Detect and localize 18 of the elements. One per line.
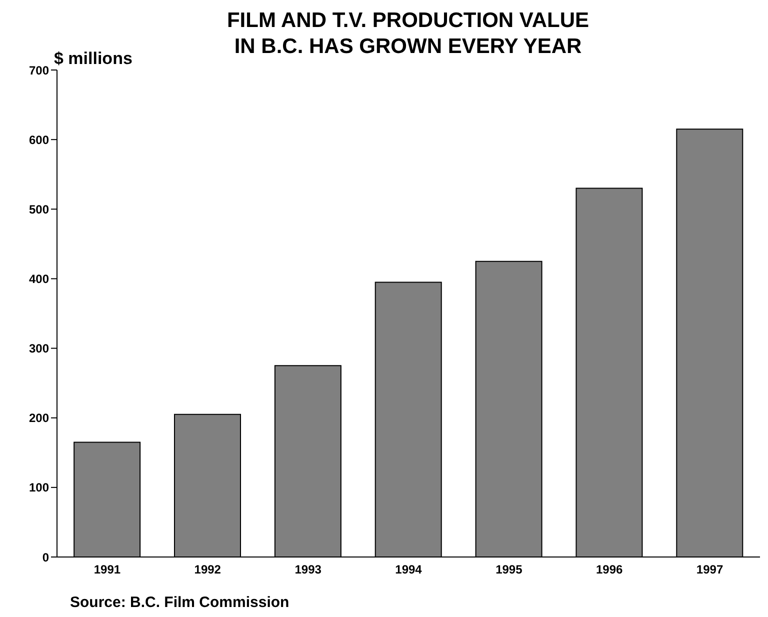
chart-title: FILM AND T.V. PRODUCTION VALUE IN B.C. HAS GROWN EVERY YEAR: [226, 8, 590, 58]
x-tick-label: 1993: [294, 562, 322, 577]
x-tick-label: 1994: [395, 562, 422, 577]
x-tick-label: 1995: [496, 562, 523, 577]
y-tick-label: 500: [28, 202, 50, 216]
x-tick-label: 1991: [94, 562, 121, 577]
x-tick-label: 1992: [194, 562, 222, 577]
y-tick-label: 200: [28, 411, 50, 426]
y-tick-label: 0: [42, 550, 50, 564]
y-tick-label: 600: [28, 132, 50, 147]
y-tick-label: 300: [28, 342, 50, 356]
x-tick-label: 1997: [696, 562, 724, 577]
y-tick-label: 400: [28, 272, 50, 286]
y-axis-title: $ millions: [54, 49, 132, 69]
y-tick-label: 700: [28, 63, 50, 78]
source-note: Source: B.C. Film Commission: [70, 594, 290, 611]
x-tick-label: 1996: [596, 562, 624, 577]
y-tick-label: 100: [28, 480, 50, 495]
